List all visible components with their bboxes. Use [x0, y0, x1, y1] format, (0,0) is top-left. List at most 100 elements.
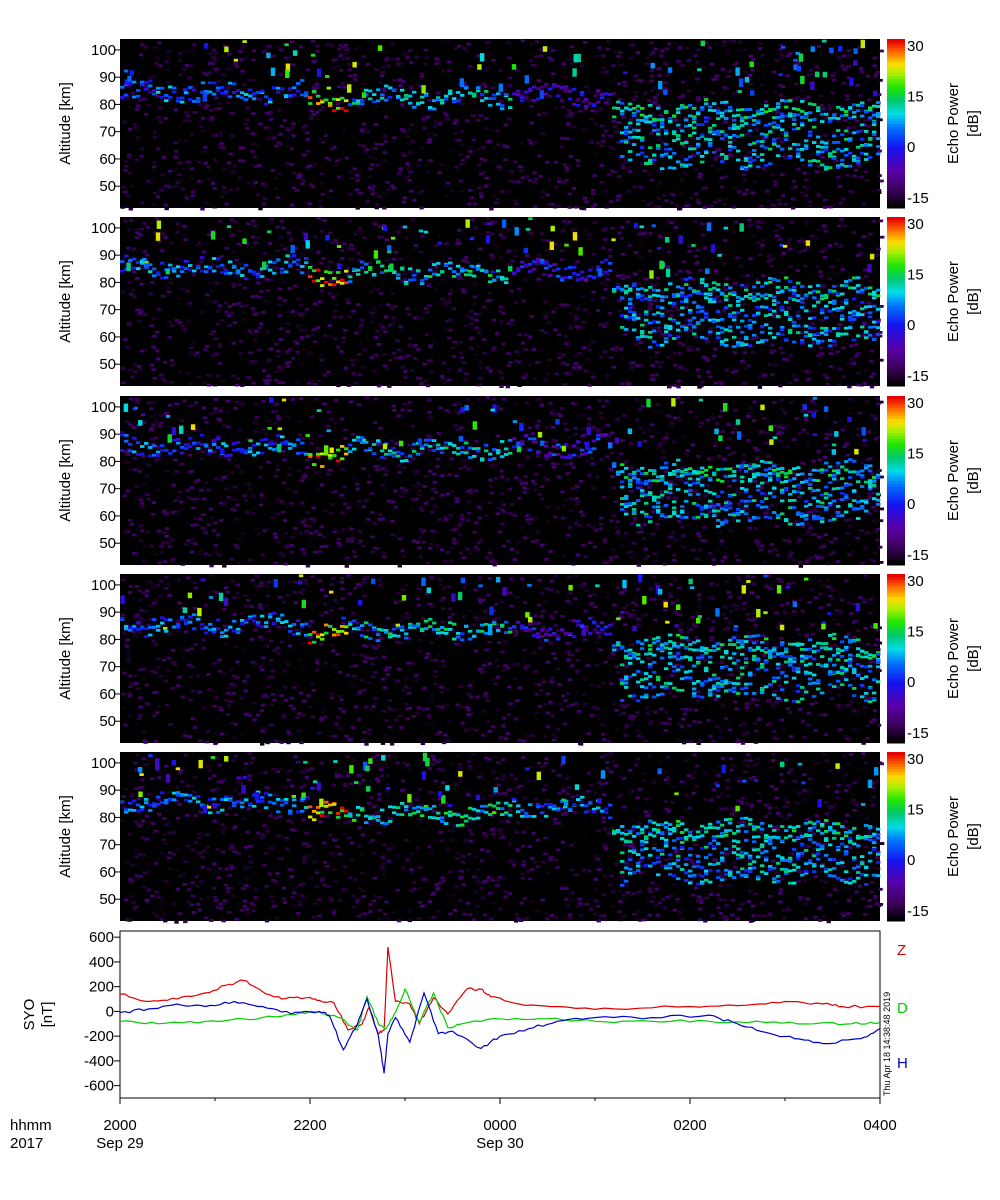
heatmap-cell	[290, 310, 296, 313]
heatmap-cell	[756, 311, 761, 315]
heatmap-cell	[568, 89, 573, 93]
heatmap-cell	[534, 55, 539, 59]
heatmap-cell	[653, 86, 658, 90]
colorbar-segment	[887, 242, 905, 246]
heatmap-cell	[648, 120, 653, 124]
heatmap-cell	[403, 356, 408, 360]
heatmap-cell	[733, 323, 739, 327]
heatmap-cell	[372, 100, 377, 104]
heatmap-cell	[737, 41, 742, 44]
colorbar-segment	[887, 137, 905, 141]
heatmap-cell	[835, 479, 841, 482]
y-tick-label: 60	[99, 151, 116, 168]
heatmap-cell	[609, 145, 614, 149]
heatmap-cell	[176, 99, 181, 103]
heatmap-cell	[509, 289, 514, 293]
heatmap-cell	[128, 82, 133, 86]
heatmap-cell	[784, 99, 789, 103]
heatmap-cell	[869, 253, 875, 260]
heatmap-cell	[715, 42, 720, 46]
heatmap-cell	[315, 49, 320, 53]
heatmap-cell	[856, 311, 861, 315]
heatmap-cell	[636, 153, 641, 156]
heatmap-cell	[704, 116, 709, 120]
heatmap-cell	[728, 109, 733, 113]
heatmap-cell	[690, 443, 696, 447]
heatmap-cell	[520, 99, 525, 103]
heatmap-cell	[878, 519, 884, 523]
heatmap-cell	[304, 257, 309, 260]
heatmap-cell	[624, 161, 630, 164]
heatmap-cell	[227, 52, 232, 56]
heatmap-cell	[228, 260, 233, 264]
heatmap-cell	[287, 55, 292, 59]
heatmap-cell	[772, 121, 777, 124]
heatmap-cell	[720, 318, 725, 321]
heatmap-cell	[656, 132, 661, 136]
heatmap-cell	[647, 305, 653, 309]
heatmap-cell	[804, 139, 809, 143]
heatmap-cell	[720, 326, 725, 330]
heatmap-cell	[281, 449, 286, 453]
heatmap-cell	[624, 306, 629, 310]
heatmap-cell	[568, 326, 573, 330]
heatmap-cell	[433, 57, 439, 61]
heatmap-cell	[437, 235, 442, 238]
heatmap-cell	[620, 112, 625, 116]
heatmap-cell	[580, 295, 585, 299]
heatmap-cell	[688, 286, 693, 290]
heatmap-cell	[248, 88, 253, 92]
heatmap-cell	[408, 101, 413, 105]
heatmap-cell	[580, 270, 585, 274]
heatmap-cell	[232, 321, 238, 324]
heatmap-cell	[744, 324, 749, 328]
heatmap-cell	[332, 109, 337, 113]
heatmap-cell	[610, 169, 615, 173]
heatmap-cell	[187, 453, 193, 457]
heatmap-cell	[792, 247, 797, 250]
heatmap-cell	[561, 105, 566, 109]
heatmap-cell	[840, 133, 845, 137]
y-tick-label: 50	[99, 356, 116, 373]
heatmap-cell	[457, 45, 462, 48]
heatmap-cell	[133, 126, 138, 129]
heatmap-cell	[344, 109, 349, 113]
heatmap-cell	[244, 277, 249, 281]
heatmap-cell	[649, 270, 654, 279]
heatmap-cell	[475, 148, 481, 151]
heatmap-cell	[877, 469, 882, 472]
heatmap-cell	[190, 541, 195, 545]
heatmap-cell	[824, 329, 829, 333]
heatmap-cell	[188, 264, 193, 267]
heatmap-cell	[547, 56, 552, 60]
heatmap-cell	[648, 345, 653, 349]
heatmap-cell	[145, 253, 150, 257]
heatmap-cell	[750, 90, 755, 96]
heatmap-cell	[381, 224, 387, 227]
heatmap-cell	[611, 238, 616, 242]
heatmap-cell	[441, 377, 446, 380]
heatmap-cell	[436, 108, 441, 112]
heatmap-cell	[398, 167, 403, 171]
heatmap-cell	[184, 196, 190, 200]
heatmap-cell	[528, 217, 533, 221]
heatmap-cell	[296, 174, 302, 178]
heatmap-cell	[756, 165, 761, 169]
heatmap-cell	[452, 403, 457, 407]
heatmap-cell	[275, 45, 280, 49]
heatmap-cell	[303, 201, 308, 205]
heatmap-cell	[681, 144, 686, 148]
heatmap-cell	[255, 193, 261, 197]
heatmap-cell	[296, 268, 301, 272]
heatmap-cell	[512, 92, 517, 96]
heatmap-cell	[584, 104, 589, 108]
heatmap-cell	[368, 155, 373, 159]
heatmap-cell	[720, 114, 725, 118]
heatmap-cell	[408, 49, 413, 52]
heatmap-cell	[166, 50, 172, 53]
heatmap-cell	[440, 163, 445, 167]
heatmap-cell	[860, 114, 865, 118]
heatmap-cell	[215, 533, 221, 537]
heatmap-cell	[712, 347, 718, 351]
heatmap-cell	[795, 310, 801, 314]
